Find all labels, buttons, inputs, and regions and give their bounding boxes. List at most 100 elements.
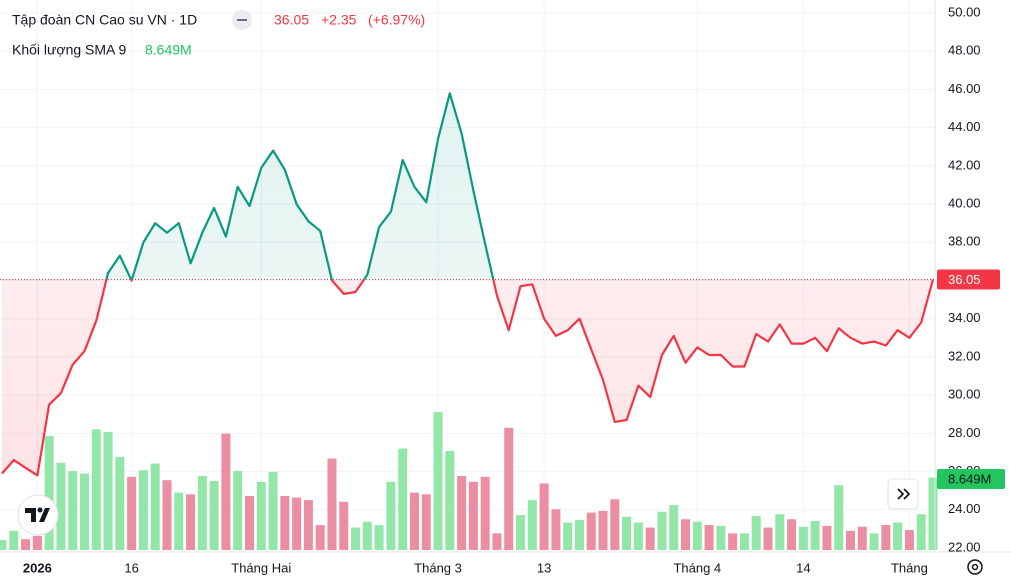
volume-bar — [327, 458, 337, 550]
x-tick-label: Tháng — [891, 560, 928, 575]
volume-bar — [280, 495, 290, 550]
volume-bar — [433, 412, 443, 550]
x-tick-label: Tháng Hai — [231, 560, 291, 575]
volume-bar — [445, 451, 455, 550]
volume-bar — [362, 521, 372, 550]
volume-bar — [586, 512, 596, 550]
chart-title: Tập đoàn CN Cao su VN · 1D — [12, 12, 197, 28]
volume-bar — [103, 431, 113, 550]
volume-bar — [716, 525, 726, 550]
area-above — [106, 93, 933, 280]
volume-label: 8.649M — [948, 471, 991, 486]
volume-bar — [704, 525, 714, 550]
volume-bar — [728, 533, 738, 550]
volume-bar — [633, 522, 643, 550]
volume-bar — [504, 427, 514, 550]
line-below — [1, 279, 935, 477]
volume-bar — [209, 481, 219, 550]
price-label: 36.05 — [948, 272, 981, 287]
volume-bar — [174, 492, 184, 550]
y-tick-label: 34.00 — [948, 310, 981, 325]
volume-bar — [0, 540, 7, 550]
volume-bar — [162, 480, 172, 550]
volume-label-box — [937, 469, 1005, 489]
volume-bar — [197, 476, 207, 550]
volume-bar — [421, 494, 431, 550]
x-tick-label: 14 — [796, 560, 810, 575]
volume-bar — [186, 494, 196, 550]
x-tick-label: Tháng 3 — [414, 560, 462, 575]
last-change: +2.35 — [321, 12, 357, 28]
scroll-right-button[interactable] — [887, 478, 919, 510]
volume-bar — [21, 539, 31, 550]
x-tick-label: 2026 — [23, 560, 52, 575]
volume-bar — [574, 520, 584, 550]
y-tick-label: 38.00 — [948, 234, 981, 249]
volume-bar — [221, 433, 231, 550]
volume-bar — [339, 501, 349, 550]
volume-bar — [822, 525, 832, 550]
volume-bar — [739, 533, 749, 550]
price-label-box — [937, 269, 1000, 290]
volume-bar — [610, 499, 620, 550]
volume-sma: 8.649M — [145, 42, 192, 58]
volume-bar — [91, 429, 101, 550]
volume-bar — [244, 495, 254, 550]
y-tick-label: 30.00 — [948, 387, 981, 402]
volume-bar — [492, 533, 502, 550]
volume-bar — [79, 473, 89, 550]
hide-button[interactable] — [232, 10, 252, 30]
volume-bar — [138, 470, 148, 550]
volume-bar — [9, 530, 19, 550]
volume-bar — [292, 497, 302, 550]
x-tick-label: Tháng 4 — [673, 560, 721, 575]
volume-bar — [56, 462, 66, 550]
volume-bar — [268, 471, 278, 550]
volume-bar — [893, 522, 903, 550]
last-price: 36.05 — [274, 12, 309, 28]
settings-button[interactable] — [967, 559, 983, 575]
volume-bar — [751, 515, 761, 550]
volume-bar — [916, 514, 926, 550]
volume-bar — [409, 492, 419, 550]
volume-bar — [315, 525, 325, 550]
volume-bar — [539, 483, 549, 550]
volume-bar — [233, 471, 243, 550]
y-tick-label: 50.00 — [948, 4, 981, 19]
volume-bar — [928, 477, 938, 550]
tradingview-logo[interactable] — [17, 494, 59, 536]
volume-bar — [527, 500, 537, 550]
volume-bar — [516, 515, 526, 550]
volume-title: Khối lượng SMA 9 — [12, 42, 126, 58]
volume-bar — [150, 463, 160, 550]
volume-bar — [127, 476, 137, 550]
volume-bar — [810, 520, 820, 550]
volume-bar — [834, 485, 844, 550]
y-tick-label: 48.00 — [948, 43, 981, 58]
area-below — [2, 279, 933, 476]
volume-bar — [657, 511, 667, 550]
volume-bar — [115, 456, 125, 550]
volume-bar — [303, 500, 313, 550]
volume-bar — [551, 509, 561, 550]
volume-bar — [798, 526, 808, 550]
x-tick-label: 13 — [537, 560, 551, 575]
y-tick-label: 44.00 — [948, 119, 981, 134]
y-tick-label: 22.00 — [948, 539, 981, 554]
y-tick-label: 32.00 — [948, 348, 981, 363]
volume-bar — [256, 481, 266, 550]
volume-bar — [857, 526, 867, 550]
x-tick-label: 16 — [124, 560, 138, 575]
last-change-pct: (+6.97%) — [368, 12, 425, 28]
y-tick-label: 46.00 — [948, 81, 981, 96]
volume-bar — [351, 527, 361, 550]
volume-bar — [598, 510, 608, 550]
y-tick-label: 42.00 — [948, 157, 981, 172]
volume-bar — [374, 525, 384, 550]
line-above — [105, 92, 934, 280]
volume-bar — [480, 476, 490, 550]
volume-bar — [468, 481, 478, 550]
volume-bar — [669, 505, 679, 550]
volume-bar — [787, 519, 797, 550]
